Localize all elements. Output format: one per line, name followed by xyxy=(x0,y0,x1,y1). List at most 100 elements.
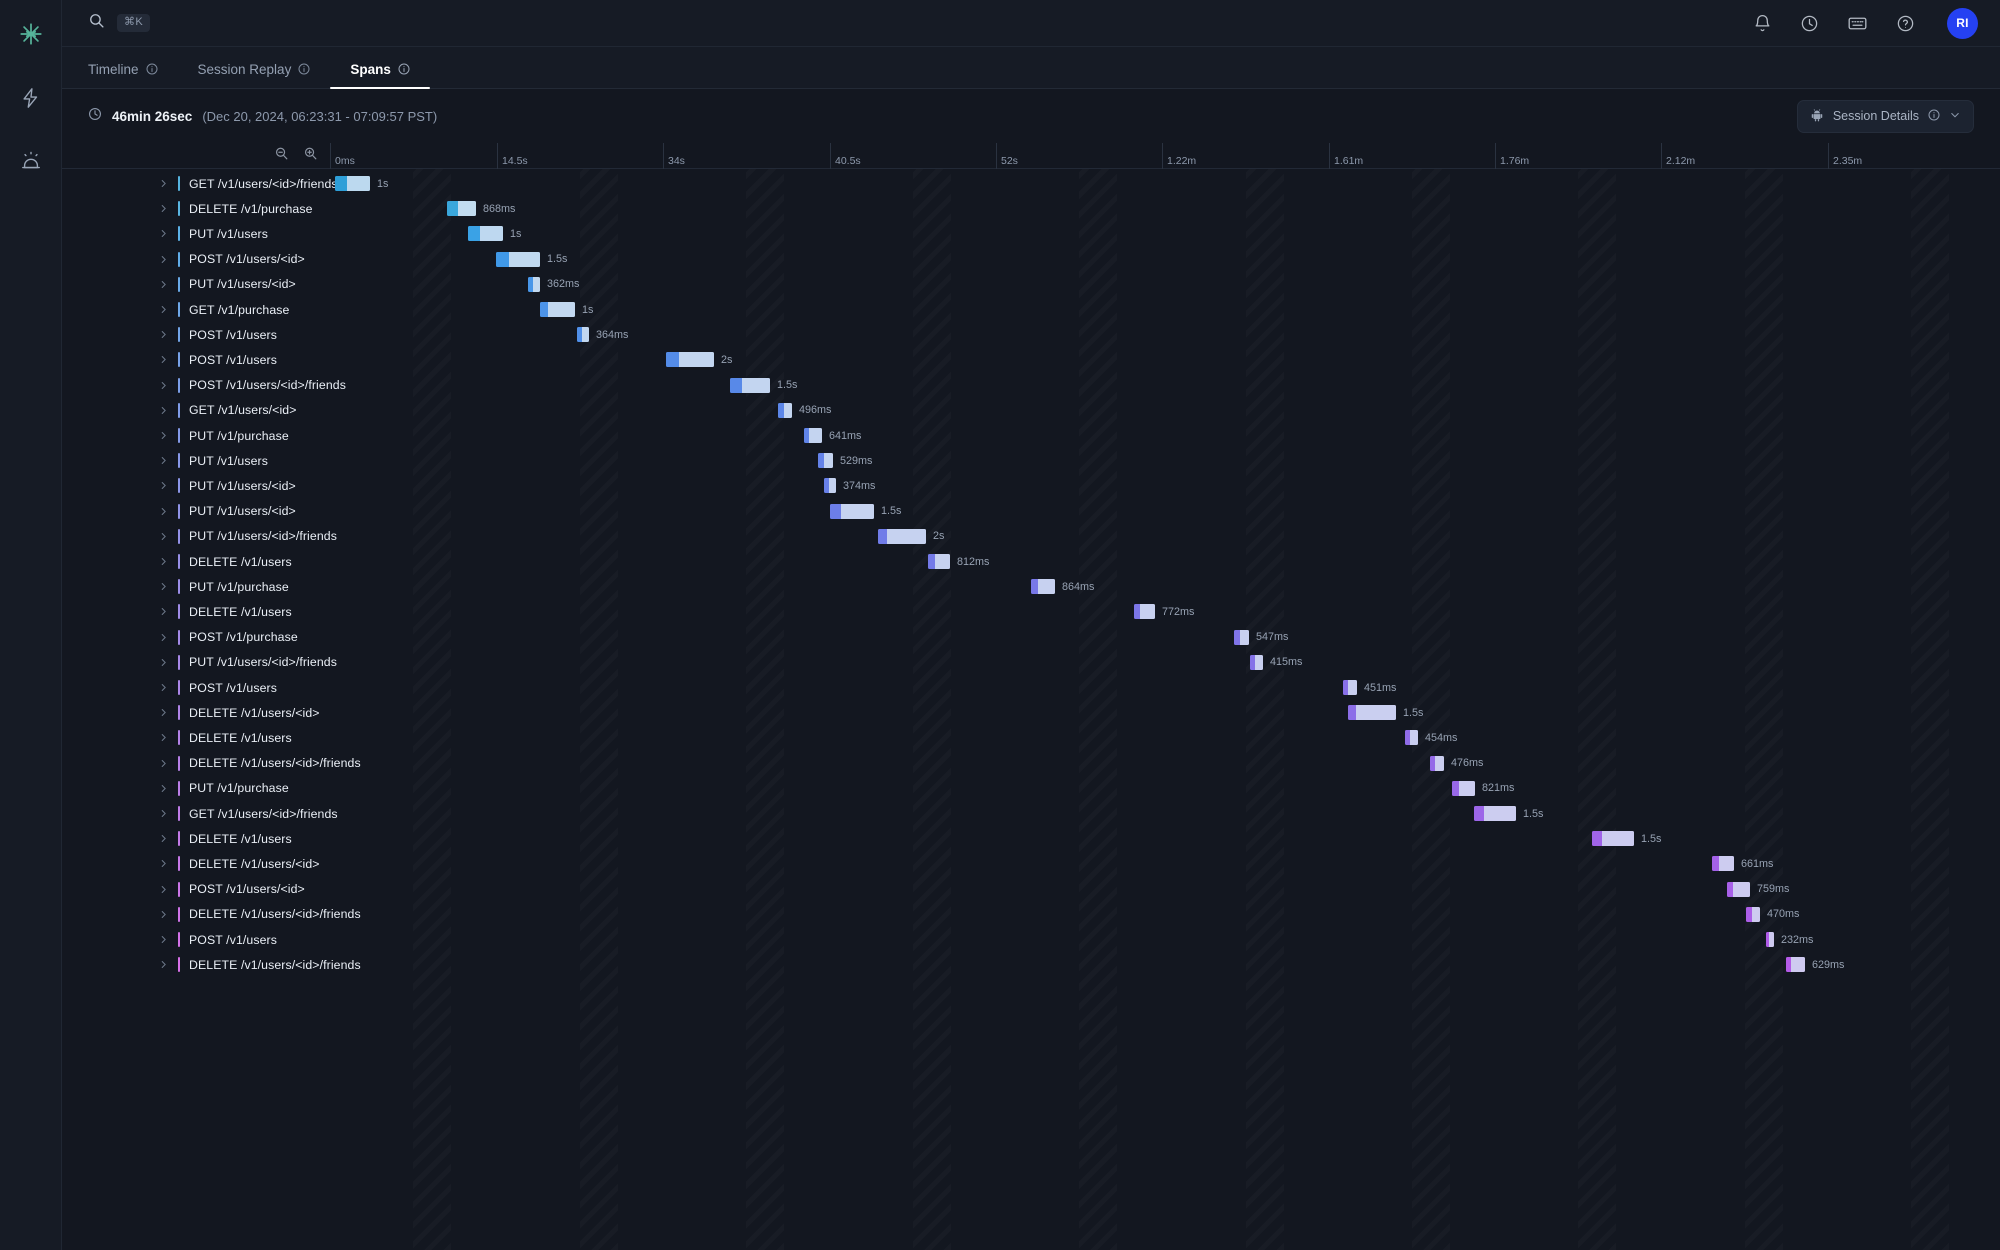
chevron-right-icon[interactable] xyxy=(154,834,172,843)
chevron-right-icon[interactable] xyxy=(154,456,172,465)
table-row[interactable]: DELETE /v1/users xyxy=(62,826,2000,851)
span-label: DELETE /v1/users xyxy=(189,604,292,619)
tab-spans-label: Spans xyxy=(350,62,391,77)
chevron-right-icon[interactable] xyxy=(154,607,172,616)
span-accent-bar xyxy=(178,176,180,192)
span-label: PUT /v1/users/<id> xyxy=(189,504,296,519)
table-row[interactable]: PUT /v1/users xyxy=(62,221,2000,246)
table-row[interactable]: PUT /v1/purchase xyxy=(62,776,2000,801)
info-icon[interactable] xyxy=(298,63,310,78)
recent-history-clock-icon[interactable] xyxy=(1800,14,1819,33)
keyboard-shortcuts-icon[interactable] xyxy=(1847,13,1868,34)
table-row[interactable]: DELETE /v1/users xyxy=(62,549,2000,574)
app-logo[interactable] xyxy=(11,14,51,54)
rail-item-alerts[interactable] xyxy=(11,142,51,182)
table-row[interactable]: PUT /v1/users/<id> xyxy=(62,499,2000,524)
zoom-in-icon[interactable] xyxy=(303,146,318,166)
zoom-out-icon[interactable] xyxy=(274,146,289,166)
chevron-right-icon[interactable] xyxy=(154,859,172,868)
table-row[interactable]: DELETE /v1/users/<id>/friends xyxy=(62,751,2000,776)
table-row[interactable]: DELETE /v1/purchase xyxy=(62,196,2000,221)
span-label: DELETE /v1/users xyxy=(189,554,292,569)
table-row[interactable]: PUT /v1/purchase xyxy=(62,574,2000,599)
chevron-right-icon[interactable] xyxy=(154,960,172,969)
table-row[interactable]: PUT /v1/purchase xyxy=(62,423,2000,448)
chevron-right-icon[interactable] xyxy=(154,255,172,264)
search-input[interactable]: ⌘K xyxy=(88,12,151,34)
table-row[interactable]: POST /v1/users/<id> xyxy=(62,877,2000,902)
chevron-right-icon[interactable] xyxy=(154,935,172,944)
table-row[interactable]: DELETE /v1/users/<id> xyxy=(62,700,2000,725)
span-label: POST /v1/users/<id> xyxy=(189,252,305,267)
info-icon[interactable] xyxy=(398,63,410,78)
chevron-right-icon[interactable] xyxy=(154,683,172,692)
chevron-right-icon[interactable] xyxy=(154,330,172,339)
session-details-button[interactable]: Session Details xyxy=(1796,99,1974,133)
table-row[interactable]: POST /v1/purchase xyxy=(62,625,2000,650)
notifications-bell-icon[interactable] xyxy=(1753,14,1772,33)
avatar[interactable]: RI xyxy=(1947,7,1978,39)
table-row[interactable]: POST /v1/users/<id>/friends xyxy=(62,373,2000,398)
chevron-right-icon[interactable] xyxy=(154,507,172,516)
info-icon[interactable] xyxy=(146,63,158,78)
help-question-icon[interactable] xyxy=(1896,14,1915,33)
chevron-right-icon[interactable] xyxy=(154,532,172,541)
table-row[interactable]: GET /v1/purchase xyxy=(62,297,2000,322)
span-accent-bar xyxy=(178,428,180,444)
table-row[interactable]: DELETE /v1/users xyxy=(62,725,2000,750)
tab-timeline[interactable]: Timeline xyxy=(88,63,178,89)
table-row[interactable]: POST /v1/users xyxy=(62,322,2000,347)
chevron-right-icon[interactable] xyxy=(154,708,172,717)
span-label: POST /v1/users/<id> xyxy=(189,882,305,897)
chevron-right-icon[interactable] xyxy=(154,229,172,238)
table-row[interactable]: POST /v1/users xyxy=(62,675,2000,700)
table-row[interactable]: DELETE /v1/users xyxy=(62,599,2000,624)
chevron-right-icon[interactable] xyxy=(154,885,172,894)
ruler-tick: 52s xyxy=(996,143,1018,169)
chevron-right-icon[interactable] xyxy=(154,784,172,793)
table-row[interactable]: GET /v1/users/<id>/friends xyxy=(62,801,2000,826)
table-row[interactable]: PUT /v1/users/<id>/friends xyxy=(62,524,2000,549)
table-row[interactable]: GET /v1/users/<id>/friends xyxy=(62,171,2000,196)
table-row[interactable]: DELETE /v1/users/<id> xyxy=(62,851,2000,876)
tab-spans[interactable]: Spans xyxy=(330,63,430,89)
span-accent-bar xyxy=(178,478,180,494)
chevron-right-icon[interactable] xyxy=(154,809,172,818)
span-label: PUT /v1/users/<id> xyxy=(189,277,296,292)
chevron-right-icon[interactable] xyxy=(154,381,172,390)
chevron-right-icon[interactable] xyxy=(154,733,172,742)
chevron-right-icon[interactable] xyxy=(154,658,172,667)
tab-session-replay[interactable]: Session Replay xyxy=(178,63,331,89)
table-row[interactable]: PUT /v1/users/<id>/friends xyxy=(62,650,2000,675)
chevron-right-icon[interactable] xyxy=(154,759,172,768)
rail-item-performance[interactable] xyxy=(11,78,51,118)
chevron-right-icon[interactable] xyxy=(154,431,172,440)
table-row[interactable]: PUT /v1/users/<id> xyxy=(62,473,2000,498)
span-accent-bar xyxy=(178,831,180,847)
table-row[interactable]: POST /v1/users xyxy=(62,927,2000,952)
chevron-right-icon[interactable] xyxy=(154,179,172,188)
table-row[interactable]: GET /v1/users/<id> xyxy=(62,398,2000,423)
chevron-right-icon[interactable] xyxy=(154,406,172,415)
ruler-tick: 34s xyxy=(663,143,685,169)
table-row[interactable]: DELETE /v1/users/<id>/friends xyxy=(62,902,2000,927)
span-accent-bar xyxy=(178,302,180,318)
chevron-right-icon[interactable] xyxy=(154,557,172,566)
span-label: DELETE /v1/users xyxy=(189,730,292,745)
chevron-right-icon[interactable] xyxy=(154,910,172,919)
chevron-right-icon[interactable] xyxy=(154,633,172,642)
chevron-right-icon[interactable] xyxy=(154,204,172,213)
table-row[interactable]: PUT /v1/users/<id> xyxy=(62,272,2000,297)
span-label: DELETE /v1/users/<id>/friends xyxy=(189,957,361,972)
table-row[interactable]: POST /v1/users xyxy=(62,347,2000,372)
table-row[interactable]: PUT /v1/users xyxy=(62,448,2000,473)
chevron-right-icon[interactable] xyxy=(154,582,172,591)
chevron-right-icon[interactable] xyxy=(154,481,172,490)
info-icon[interactable] xyxy=(1928,109,1940,124)
chevron-down-icon[interactable] xyxy=(1949,109,1961,124)
chevron-right-icon[interactable] xyxy=(154,280,172,289)
chevron-right-icon[interactable] xyxy=(154,355,172,364)
table-row[interactable]: POST /v1/users/<id> xyxy=(62,247,2000,272)
chevron-right-icon[interactable] xyxy=(154,305,172,314)
table-row[interactable]: DELETE /v1/users/<id>/friends xyxy=(62,952,2000,977)
